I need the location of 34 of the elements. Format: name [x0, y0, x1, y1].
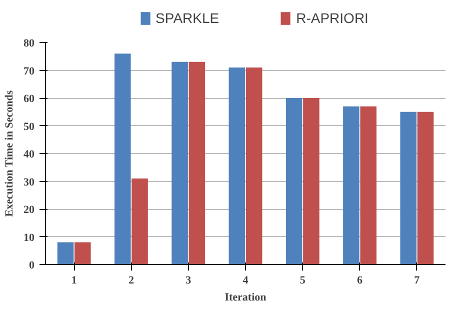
x-tick-label: 1	[71, 274, 77, 286]
bar	[360, 106, 376, 264]
bar	[343, 106, 360, 264]
y-tick-label: 50	[24, 120, 35, 133]
y-tick-label: 70	[24, 65, 35, 78]
legend-label: SPARKLE	[156, 10, 220, 26]
bar	[286, 98, 302, 264]
bar	[228, 67, 246, 264]
bar	[132, 178, 148, 264]
y-tick-label: 30	[24, 176, 35, 188]
x-tick-label: 3	[186, 274, 192, 286]
y-tick-label: 10	[24, 232, 35, 244]
x-tick-label: 2	[128, 274, 134, 286]
bar	[57, 242, 74, 264]
bar	[400, 112, 416, 264]
y-tick-label: 40	[24, 148, 35, 160]
bar	[172, 62, 188, 264]
bar	[246, 67, 262, 264]
y-tick-label: 0	[29, 260, 35, 272]
bar	[303, 98, 320, 264]
bar	[74, 242, 91, 264]
bar	[417, 112, 434, 264]
x-tick-label: 4	[242, 274, 249, 286]
x-tick-label: 5	[300, 274, 306, 286]
bar	[114, 54, 131, 264]
x-tick-label: 7	[414, 274, 420, 286]
y-axis-title: Execution Time in Seconds	[4, 90, 16, 217]
x-tick-label: 6	[357, 274, 364, 286]
y-tick-label: 60	[24, 93, 35, 105]
y-tick-label: 20	[24, 204, 35, 216]
y-tick-label: 80	[24, 38, 35, 50]
bar	[188, 62, 206, 264]
x-axis-title: Iteration	[224, 292, 266, 304]
legend-label: R-APRIORI	[296, 10, 368, 26]
